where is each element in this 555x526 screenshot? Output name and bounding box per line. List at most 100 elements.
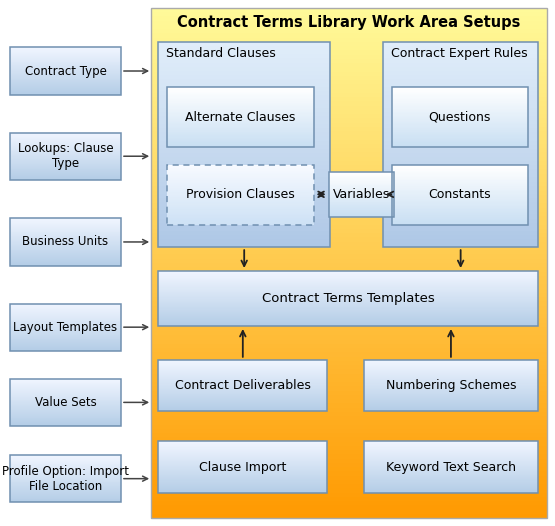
Bar bbox=[10, 476, 121, 477]
Bar bbox=[364, 489, 538, 490]
Bar bbox=[364, 488, 538, 489]
Bar bbox=[151, 76, 547, 80]
Bar bbox=[329, 174, 394, 175]
Bar bbox=[10, 425, 121, 426]
Bar bbox=[151, 386, 547, 390]
Bar bbox=[166, 208, 314, 209]
Bar bbox=[392, 115, 528, 116]
Bar bbox=[10, 240, 121, 241]
Bar bbox=[392, 222, 528, 224]
Bar bbox=[329, 194, 394, 195]
Bar bbox=[158, 54, 330, 58]
Bar bbox=[166, 90, 314, 92]
Bar bbox=[392, 196, 528, 197]
Bar bbox=[158, 300, 538, 301]
Bar bbox=[151, 476, 547, 480]
Bar bbox=[10, 463, 121, 464]
Bar bbox=[10, 145, 121, 146]
Bar bbox=[151, 169, 547, 174]
Bar bbox=[10, 51, 121, 52]
Bar bbox=[392, 104, 528, 105]
Bar bbox=[158, 215, 330, 218]
Bar bbox=[10, 421, 121, 422]
Bar bbox=[364, 395, 538, 396]
Bar bbox=[10, 343, 121, 344]
Text: Contract Terms Library Work Area Setups: Contract Terms Library Work Area Setups bbox=[177, 15, 521, 29]
Bar bbox=[166, 185, 314, 186]
Bar bbox=[383, 181, 538, 186]
Bar bbox=[151, 293, 547, 297]
Text: Alternate Clauses: Alternate Clauses bbox=[185, 110, 295, 124]
Bar bbox=[158, 491, 327, 492]
Bar bbox=[10, 307, 121, 308]
Bar bbox=[158, 443, 327, 444]
Bar bbox=[10, 261, 121, 262]
Bar bbox=[10, 325, 121, 326]
Bar bbox=[10, 146, 121, 147]
Bar bbox=[392, 209, 528, 210]
Bar bbox=[158, 50, 330, 54]
Bar bbox=[364, 487, 538, 488]
Text: Profile Option: Import
File Location: Profile Option: Import File Location bbox=[2, 464, 129, 493]
Bar bbox=[10, 259, 121, 260]
Bar bbox=[392, 176, 528, 177]
Bar bbox=[329, 203, 394, 204]
Bar bbox=[10, 380, 121, 381]
Bar bbox=[10, 64, 121, 65]
Bar bbox=[364, 482, 538, 483]
Bar bbox=[364, 403, 538, 404]
Bar bbox=[10, 328, 121, 329]
Bar bbox=[158, 278, 538, 279]
Bar bbox=[151, 441, 547, 446]
Bar bbox=[10, 319, 121, 320]
Bar bbox=[10, 241, 121, 242]
Bar bbox=[10, 483, 121, 484]
Bar bbox=[158, 464, 327, 465]
Bar bbox=[392, 174, 528, 176]
Bar bbox=[10, 236, 121, 237]
Bar bbox=[10, 340, 121, 341]
Bar bbox=[392, 198, 528, 200]
Bar bbox=[10, 47, 121, 95]
Bar bbox=[10, 403, 121, 404]
Bar bbox=[158, 318, 538, 319]
Bar bbox=[166, 145, 314, 146]
Bar bbox=[392, 116, 528, 117]
Bar bbox=[151, 157, 547, 161]
Bar bbox=[10, 499, 121, 500]
Bar bbox=[151, 484, 547, 488]
Bar bbox=[364, 463, 538, 464]
Bar bbox=[151, 467, 547, 471]
Bar bbox=[158, 243, 330, 247]
Bar bbox=[10, 417, 121, 418]
Bar bbox=[158, 390, 327, 391]
Bar bbox=[158, 325, 538, 326]
Bar bbox=[10, 87, 121, 88]
Bar bbox=[392, 191, 528, 193]
Bar bbox=[10, 309, 121, 310]
Bar bbox=[392, 96, 528, 98]
Bar bbox=[158, 42, 330, 46]
Bar bbox=[383, 95, 538, 99]
Bar bbox=[158, 467, 327, 468]
Bar bbox=[10, 480, 121, 481]
Bar bbox=[158, 480, 327, 481]
Bar bbox=[392, 221, 528, 222]
Bar bbox=[151, 510, 547, 514]
Bar bbox=[10, 265, 121, 266]
Bar bbox=[383, 87, 538, 92]
Bar bbox=[364, 408, 538, 409]
Bar bbox=[151, 310, 547, 314]
Bar bbox=[10, 404, 121, 405]
Bar bbox=[10, 423, 121, 424]
Bar bbox=[364, 443, 538, 444]
Bar bbox=[10, 345, 121, 346]
Bar bbox=[329, 175, 394, 176]
Bar bbox=[10, 70, 121, 71]
Bar bbox=[329, 188, 394, 189]
Bar bbox=[151, 297, 547, 301]
Bar bbox=[158, 462, 327, 463]
Bar bbox=[166, 110, 314, 111]
Bar bbox=[329, 193, 394, 194]
Bar bbox=[329, 178, 394, 179]
